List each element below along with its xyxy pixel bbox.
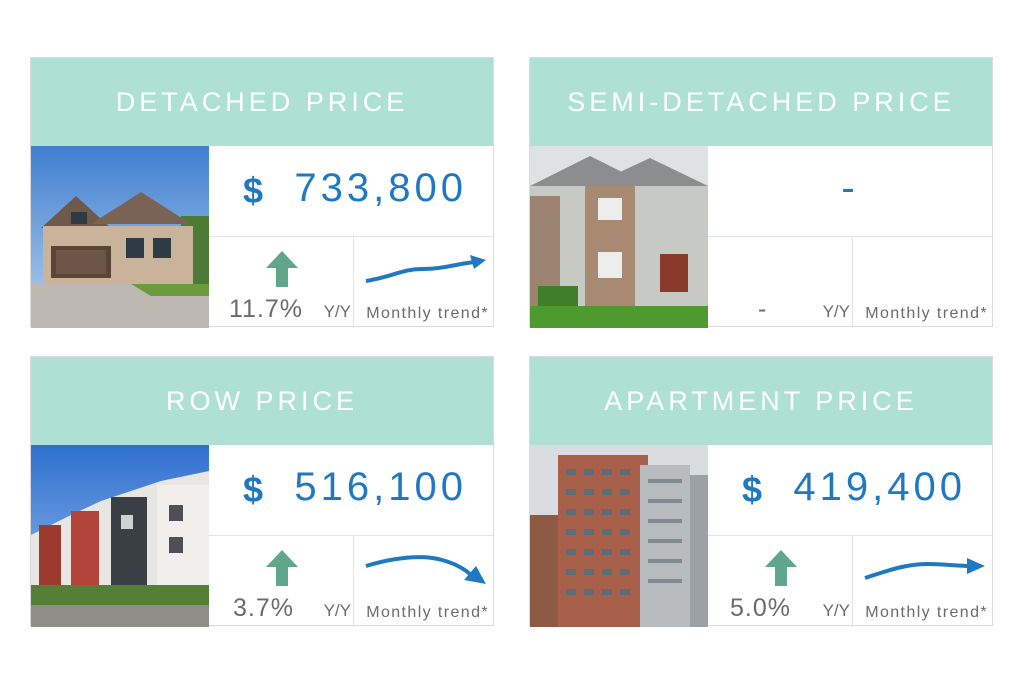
monthly-trend-cell: Monthly trend*: [354, 237, 493, 328]
semi-detached-price-card: SEMI-DETACHED PRICE - - Y/Y Monthly tren…: [529, 57, 993, 328]
stats-row: 3.7% Y/Y Monthly trend*: [209, 536, 493, 627]
yoy-change-cell: - Y/Y: [708, 237, 853, 328]
currency-symbol: $: [243, 170, 264, 211]
price-value: 419,400: [793, 465, 966, 509]
arrow-up-icon: [266, 251, 298, 287]
price-row: $ 516,100: [209, 445, 493, 536]
price-value: 516,100: [294, 465, 467, 509]
apartment-photo: [530, 445, 708, 627]
yoy-change-value: 3.7%: [233, 594, 294, 622]
trend-arrow-icon: [864, 558, 985, 580]
trend-label: Monthly trend*: [366, 604, 489, 621]
yoy-change-cell: 5.0% Y/Y: [708, 536, 853, 627]
currency-symbol: $: [742, 469, 763, 510]
monthly-trend-cell: Monthly trend*: [853, 237, 992, 328]
monthly-trend-cell: Monthly trend*: [853, 536, 992, 627]
yoy-label: Y/Y: [323, 302, 351, 321]
monthly-trend-cell: Monthly trend*: [354, 536, 493, 627]
stats-row: 11.7% Y/Y Monthly trend*: [209, 237, 493, 328]
price-row: -: [708, 146, 992, 237]
card-title: ROW PRICE: [31, 357, 493, 445]
stats-row: 5.0% Y/Y Monthly trend*: [708, 536, 992, 627]
card-title: SEMI-DETACHED PRICE: [530, 58, 992, 146]
price-row: $ 419,400: [708, 445, 992, 536]
yoy-change-cell: 3.7% Y/Y: [209, 536, 354, 627]
card-title: APARTMENT PRICE: [530, 357, 992, 445]
house-photo: [31, 146, 209, 328]
yoy-label: Y/Y: [822, 302, 850, 321]
trend-label: Monthly trend*: [865, 604, 988, 621]
row-price-card: ROW PRICE $ 516,100: [30, 356, 494, 627]
arrow-up-icon: [765, 550, 797, 586]
yoy-change-value: -: [758, 295, 768, 323]
house-photo: [530, 146, 708, 328]
card-title: DETACHED PRICE: [31, 58, 493, 146]
yoy-change-value: 11.7%: [229, 295, 304, 323]
trend-arrow-icon: [365, 255, 486, 283]
townhouse-photo: [31, 445, 209, 627]
price-value: -: [841, 166, 859, 210]
currency-symbol: $: [243, 469, 264, 510]
stats-row: - Y/Y Monthly trend*: [708, 237, 992, 328]
detached-price-card: DETACHED PRICE $ 733,800: [30, 57, 494, 328]
yoy-change-value: 5.0%: [730, 594, 791, 622]
arrow-up-icon: [266, 550, 298, 586]
yoy-change-cell: 11.7% Y/Y: [209, 237, 354, 328]
yoy-label: Y/Y: [323, 601, 351, 620]
price-value: 733,800: [294, 166, 467, 210]
apartment-price-card: APARTMENT PRICE $ 419,400: [529, 356, 993, 627]
trend-label: Monthly trend*: [366, 305, 489, 322]
price-row: $ 733,800: [209, 146, 493, 237]
trend-arrow-icon: [365, 555, 486, 584]
yoy-label: Y/Y: [822, 601, 850, 620]
trend-label: Monthly trend*: [865, 305, 988, 322]
